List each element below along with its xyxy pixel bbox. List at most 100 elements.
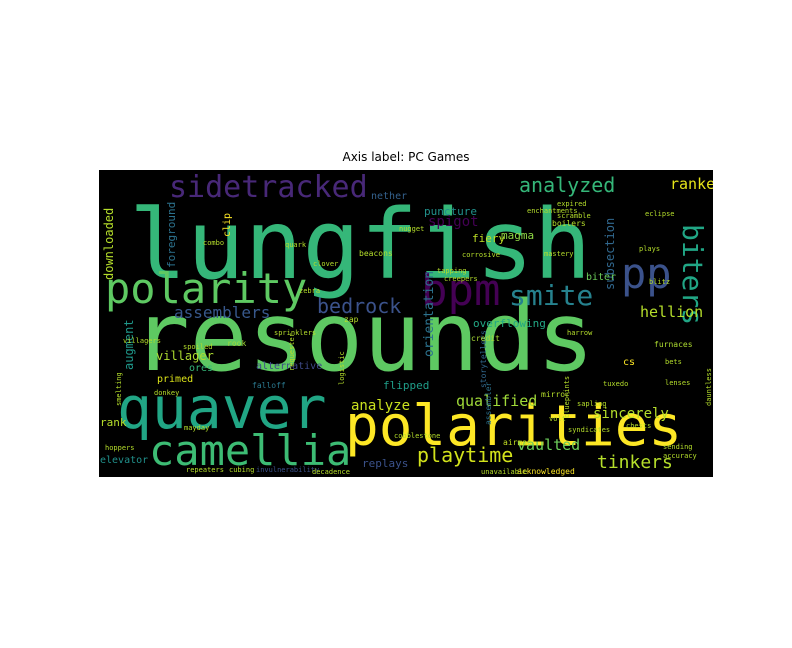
- word-rook: rook: [227, 339, 246, 348]
- word-vaulted: vaulted: [517, 436, 580, 454]
- word-pp: pp: [621, 249, 672, 298]
- word-combo: combo: [203, 239, 224, 247]
- word-biters: biters: [676, 224, 709, 325]
- word-magma: magma: [501, 229, 534, 242]
- word-rank: rank: [100, 416, 127, 429]
- word-downloaded: downloaded: [102, 208, 116, 280]
- word-corrosive: corrosive: [462, 251, 500, 259]
- word-decadence: decadence: [312, 468, 350, 476]
- word-requester: requester: [288, 333, 296, 371]
- word-primed: primed: [157, 374, 193, 385]
- word-acknowledged: acknowledged: [517, 467, 575, 476]
- word-cobblestone: cobblestone: [394, 432, 440, 440]
- word-sapling: sapling: [577, 400, 607, 408]
- word-logistic: logistic: [338, 351, 346, 385]
- word-quaver: quaver: [117, 374, 327, 442]
- word-analyze: analyze: [351, 398, 410, 414]
- word-quark: quark: [285, 241, 307, 249]
- word-enchantments: enchantments: [527, 207, 578, 215]
- word-storytellers: storytellers: [479, 330, 488, 388]
- word-cs: cs: [623, 357, 635, 368]
- word-volt: volt: [549, 415, 566, 423]
- word-foreground: foreground: [165, 202, 178, 268]
- word-polarities: polarities: [345, 394, 682, 459]
- word-blitz: blitz: [649, 278, 670, 286]
- word-lungfish: lungfish: [129, 189, 591, 301]
- word-resounds: resounds: [132, 281, 594, 393]
- word-replays: replays: [362, 457, 408, 470]
- word-dauntless: dauntless: [705, 368, 713, 406]
- word-accuracy: accuracy: [663, 452, 697, 460]
- word-qualified: qualified: [456, 392, 537, 410]
- word-sending: sending: [663, 443, 693, 451]
- word-mirror: mirror: [541, 390, 570, 399]
- word-sprinklers: sprinklers: [274, 329, 316, 337]
- word-blueprints: blueprints: [563, 376, 571, 418]
- word-villagers: villagers: [123, 337, 161, 345]
- word-zebra: zebra: [299, 287, 320, 295]
- word-smelting: smelting: [115, 372, 123, 406]
- word-mayday: mayday: [184, 424, 209, 432]
- word-nether: nether: [371, 191, 407, 202]
- word-chests: chests: [626, 422, 651, 430]
- word-bets: bets: [665, 358, 682, 366]
- word-tinkers: tinkers: [597, 452, 673, 473]
- word-puncture: puncture: [424, 205, 477, 218]
- chart-title: Axis label: PC Games: [342, 150, 470, 164]
- word-smite: smite: [509, 279, 593, 312]
- word-ores: ores: [189, 363, 213, 374]
- word-assemblers: assemblers: [174, 303, 270, 322]
- word-elevator: elevator: [100, 455, 148, 466]
- word-tapping: tapping: [437, 267, 467, 275]
- word-sidetracked: sidetracked: [169, 170, 368, 205]
- word-tuxedo: tuxedo: [603, 380, 628, 388]
- word-alternative: alternative: [256, 361, 322, 372]
- word-unavailable: unavailable: [481, 468, 527, 476]
- word-playtime: playtime: [417, 443, 513, 467]
- word-bedrock: bedrock: [317, 294, 401, 318]
- word-boilers: boilers: [552, 219, 586, 228]
- word-donkey: donkey: [154, 389, 179, 397]
- word-flipped: flipped: [383, 379, 429, 392]
- word-spigot: spigot: [428, 214, 479, 230]
- word-fiery: fiery: [472, 232, 505, 245]
- word-ranked: ranked: [670, 175, 713, 193]
- word-syndicates: syndicates: [568, 426, 610, 434]
- word-furnaces: furnaces: [654, 340, 693, 349]
- word-clover: clover: [313, 260, 338, 268]
- word-spoiled: spoiled: [183, 343, 213, 351]
- word-repeaters: repeaters: [186, 466, 224, 474]
- word-biter: biter: [586, 272, 616, 283]
- word-zap: zap: [344, 315, 359, 324]
- word-invulnerability: invulnerability: [256, 466, 319, 474]
- word-augment: augment: [122, 319, 136, 370]
- word-hoppers: hoppers: [105, 444, 135, 452]
- word-analyzed: analyzed: [519, 173, 615, 197]
- word-expired: expired: [557, 200, 587, 208]
- word-creepers: creepers: [444, 275, 478, 283]
- word-polarity: polarity: [105, 264, 307, 313]
- word-cloud-panel: lungfish resounds polarities quaver camellia…: [99, 170, 713, 477]
- word-bpm: bpm: [421, 265, 500, 316]
- word-subsection: subsection: [603, 218, 617, 290]
- word-falloff: falloff: [252, 381, 286, 390]
- word-orientation: orientation: [422, 271, 437, 357]
- word-cubing: cubing: [229, 466, 254, 474]
- word-airman: airman: [503, 438, 532, 447]
- word-clip: clip: [222, 213, 233, 237]
- word-sincerely: sincerely: [593, 406, 669, 422]
- word-camellia: camellia: [149, 426, 351, 475]
- word-mastery: mastery: [544, 250, 574, 258]
- word-credit: credit: [471, 334, 500, 343]
- word-assembler: assembler: [484, 381, 493, 425]
- word-overflowing: overflowing: [473, 317, 546, 330]
- word-villager: villager: [156, 349, 214, 363]
- word-nugget: nugget: [399, 225, 424, 233]
- word-lenses: lenses: [665, 379, 690, 387]
- word-plays: plays: [639, 245, 660, 253]
- word-eclipse: eclipse: [645, 210, 675, 218]
- word-beacons: beacons: [359, 249, 393, 258]
- word-harrow: harrow: [567, 329, 593, 337]
